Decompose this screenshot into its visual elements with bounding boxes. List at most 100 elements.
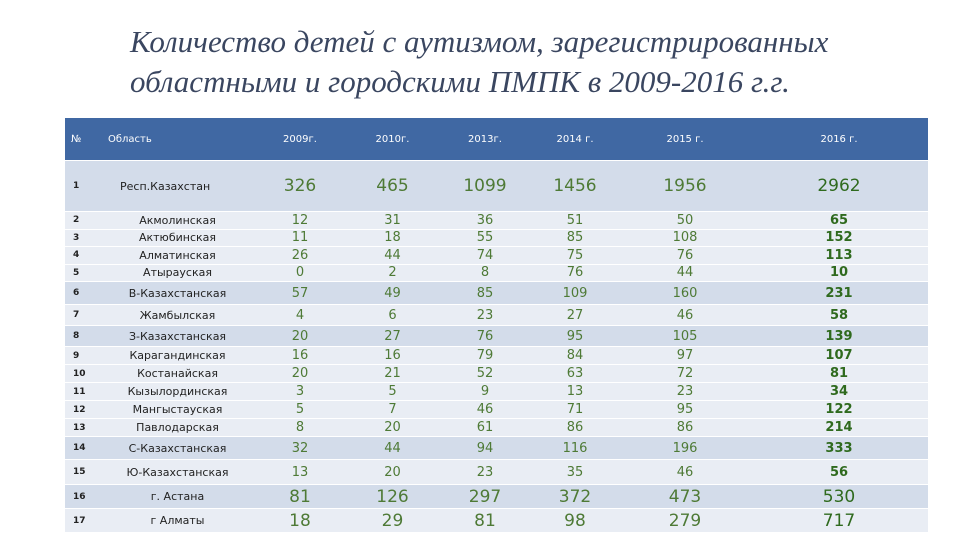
value-cell: 214 — [750, 418, 928, 437]
value-cell: 105 — [620, 325, 750, 347]
row-number: 13 — [65, 418, 100, 437]
table-row: 12 Мангыстауская 5 7 46 71 95 122 — [65, 400, 928, 419]
value-cell: 46 — [620, 459, 750, 485]
value-cell: 26 — [255, 246, 345, 265]
value-cell: 86 — [530, 418, 620, 437]
value-cell: 97 — [620, 346, 750, 365]
value-cell: 32 — [255, 436, 345, 460]
row-number: 12 — [65, 400, 100, 419]
table-row: 1 Респ.Казахстан 326 465 1099 1456 1956 2962 — [65, 160, 928, 212]
header-cell: 2010г. — [345, 118, 440, 161]
value-cell: 160 — [620, 281, 750, 305]
row-number: 10 — [65, 364, 100, 383]
region-name: Мангыстауская — [100, 400, 255, 419]
value-cell: 35 — [530, 459, 620, 485]
value-cell: 29 — [345, 508, 440, 533]
value-cell: 5 — [255, 400, 345, 419]
value-cell: 49 — [345, 281, 440, 305]
table-row: 9 Карагандинская 16 16 79 84 97 107 — [65, 346, 928, 365]
value-cell: 74 — [440, 246, 530, 265]
table-row: 8 З-Казахстанская 20 27 76 95 105 139 — [65, 325, 928, 347]
value-cell: 46 — [620, 304, 750, 326]
table-row: 10 Костанайская 20 21 52 63 72 81 — [65, 364, 928, 383]
value-cell: 44 — [620, 264, 750, 282]
row-number: 2 — [65, 211, 100, 230]
value-cell: 126 — [345, 484, 440, 509]
region-name: З-Казахстанская — [100, 325, 255, 347]
row-number: 7 — [65, 304, 100, 326]
value-cell: 279 — [620, 508, 750, 533]
value-cell: 98 — [530, 508, 620, 533]
region-name: Костанайская — [100, 364, 255, 383]
header-cell: 2014 г. — [530, 118, 620, 161]
value-cell: 27 — [530, 304, 620, 326]
table-row: 14 С-Казахстанская 32 44 94 116 196 333 — [65, 436, 928, 460]
value-cell: 16 — [255, 346, 345, 365]
row-number: 8 — [65, 325, 100, 347]
table-row: 6 В-Казахстанская 57 49 85 109 160 231 — [65, 281, 928, 305]
value-cell: 85 — [530, 229, 620, 247]
region-name: г. Астана — [100, 484, 255, 509]
value-cell: 231 — [750, 281, 928, 305]
value-cell: 4 — [255, 304, 345, 326]
value-cell: 20 — [345, 459, 440, 485]
value-cell: 333 — [750, 436, 928, 460]
table-row: 2 Акмолинская 12 31 36 51 50 65 — [65, 211, 928, 230]
region-name: Ю-Казахстанская — [100, 459, 255, 485]
region-name: В-Казахстанская — [100, 281, 255, 305]
value-cell: 122 — [750, 400, 928, 419]
value-cell: 44 — [345, 246, 440, 265]
value-cell: 81 — [440, 508, 530, 533]
value-cell: 21 — [345, 364, 440, 383]
row-number: 9 — [65, 346, 100, 365]
value-cell: 94 — [440, 436, 530, 460]
value-cell: 76 — [620, 246, 750, 265]
header-cell: № — [65, 118, 100, 161]
value-cell: 23 — [620, 382, 750, 401]
value-cell: 81 — [255, 484, 345, 509]
value-cell: 109 — [530, 281, 620, 305]
value-cell: 95 — [620, 400, 750, 419]
value-cell: 75 — [530, 246, 620, 265]
value-cell: 72 — [620, 364, 750, 383]
value-cell: 85 — [440, 281, 530, 305]
row-number: 6 — [65, 281, 100, 305]
row-number: 15 — [65, 459, 100, 485]
value-cell: 8 — [440, 264, 530, 282]
value-cell: 76 — [440, 325, 530, 347]
value-cell: 31 — [345, 211, 440, 230]
value-cell: 1956 — [620, 160, 750, 212]
value-cell: 57 — [255, 281, 345, 305]
table-row: 11 Кызылординская 3 5 9 13 23 34 — [65, 382, 928, 401]
table-row: 17 г Алматы 18 29 81 98 279 717 — [65, 508, 928, 533]
row-number: 4 — [65, 246, 100, 265]
value-cell: 9 — [440, 382, 530, 401]
value-cell: 18 — [255, 508, 345, 533]
value-cell: 530 — [750, 484, 928, 509]
value-cell: 297 — [440, 484, 530, 509]
value-cell: 23 — [440, 304, 530, 326]
header-cell: 2016 г. — [750, 118, 928, 161]
region-name: Атырауская — [100, 264, 255, 282]
value-cell: 84 — [530, 346, 620, 365]
value-cell: 2 — [345, 264, 440, 282]
value-cell: 11 — [255, 229, 345, 247]
value-cell: 95 — [530, 325, 620, 347]
region-name: Жамбылская — [100, 304, 255, 326]
table-row: 4 Алматинская 26 44 74 75 76 113 — [65, 246, 928, 265]
value-cell: 18 — [345, 229, 440, 247]
table-body: 1 Респ.Казахстан 326 465 1099 1456 1956 2962 2 Ак… — [65, 160, 928, 533]
region-name: Карагандинская — [100, 346, 255, 365]
value-cell: 2962 — [750, 160, 928, 212]
value-cell: 58 — [750, 304, 928, 326]
table-row: 7 Жамбылская 4 6 23 27 46 58 — [65, 304, 928, 326]
table-row: 15 Ю-Казахстанская 13 20 23 35 46 56 — [65, 459, 928, 485]
header-cell: 2013г. — [440, 118, 530, 161]
value-cell: 55 — [440, 229, 530, 247]
table-row: 3 Актюбинская 11 18 55 85 108 152 — [65, 229, 928, 247]
value-cell: 20 — [345, 418, 440, 437]
region-name: г Алматы — [100, 508, 255, 533]
value-cell: 465 — [345, 160, 440, 212]
value-cell: 372 — [530, 484, 620, 509]
